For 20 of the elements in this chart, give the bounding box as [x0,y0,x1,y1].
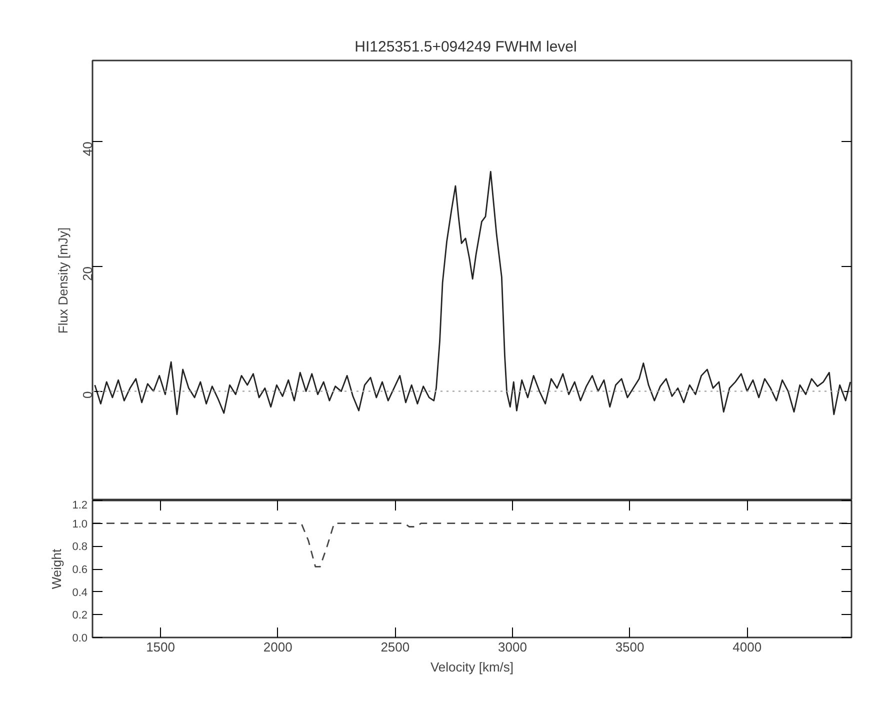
y-tick-label: 0.8 [72,541,88,554]
y-axis-title: Weight [49,548,64,590]
y-tick-label: 0.0 [72,632,88,644]
y-tick-label: 40 [80,142,95,156]
x-tick-label: 2000 [263,640,292,654]
y-tick-label: 0.6 [72,564,88,576]
y-tick-label: 1.2 [72,500,88,512]
x-tick-label: 3500 [615,640,644,654]
y-tick-label: 0.4 [72,586,88,599]
x-tick-label: 2500 [380,640,410,654]
y-tick-label: 0 [80,391,95,399]
x-tick-label: 3000 [498,640,527,654]
chart-title: HI125351.5+094249 FWHM level [354,38,577,56]
y-tick-label: 1.0 [72,518,88,530]
x-axis-title: Velocity [km/s] [430,660,514,674]
y-axis-title: Flux Density [mJy] [56,227,70,334]
y-tick-label: 0.2 [72,610,88,622]
x-tick-label: 4000 [732,640,762,654]
x-tick-label: 1500 [146,640,175,654]
y-tick-label: 20 [80,266,95,281]
